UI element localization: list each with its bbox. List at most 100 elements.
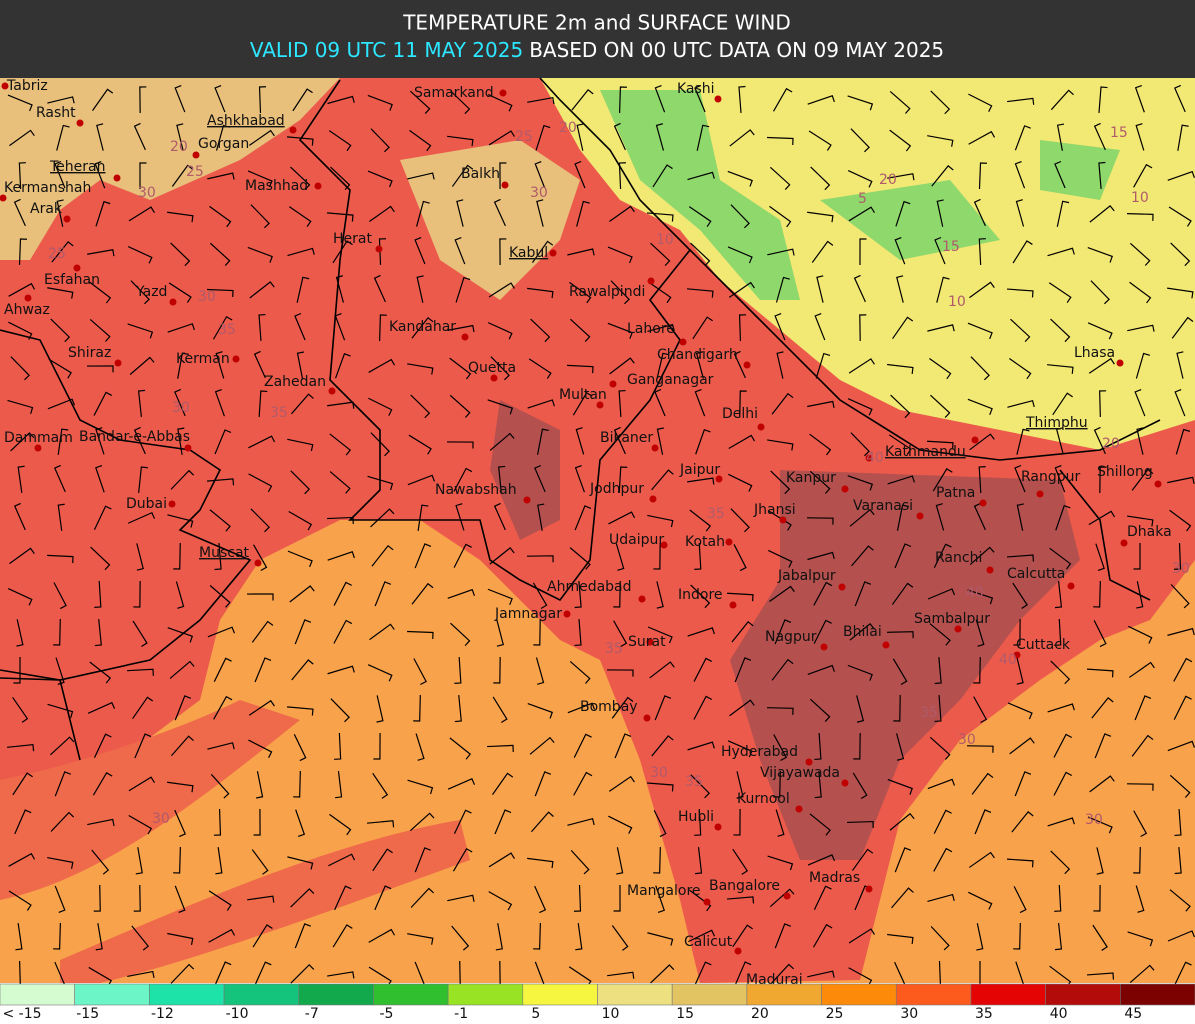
wind-barb [288, 510, 313, 531]
city-marker [638, 595, 646, 603]
wind-barb [374, 885, 392, 911]
contour-label: 35 [920, 705, 938, 721]
wind-barb [295, 809, 306, 837]
wind-barb [139, 162, 147, 190]
wind-barb [809, 470, 831, 494]
wind-barb [1135, 885, 1145, 913]
wind-barb [570, 318, 591, 342]
wind-barb [574, 160, 586, 189]
wind-barb [296, 276, 310, 303]
wind-barb [574, 464, 586, 493]
wind-barb [1127, 515, 1154, 527]
city-label: Patna [936, 485, 975, 501]
wind-barb [1174, 808, 1182, 837]
wind-barb [330, 166, 351, 191]
wind-barb [335, 771, 343, 799]
wind-barb [729, 129, 755, 147]
city-marker [646, 638, 654, 646]
city-label: Surat [628, 634, 666, 650]
wind-barb [454, 695, 462, 723]
wind-barb [170, 469, 195, 490]
wind-barb [567, 817, 595, 826]
wind-barb [1093, 620, 1107, 648]
wind-barb [1093, 884, 1101, 912]
wind-barb [133, 580, 141, 608]
legend-label: 45 [1124, 1006, 1142, 1022]
wind-barb [809, 813, 831, 836]
city-marker [715, 475, 723, 483]
wind-barb [449, 737, 472, 760]
city-marker [647, 277, 655, 285]
wind-barb [207, 742, 235, 750]
city-marker [501, 181, 509, 189]
wind-barb [892, 658, 908, 686]
wind-barb [47, 703, 74, 719]
city-marker [916, 512, 924, 520]
wind-barb [327, 401, 355, 409]
wind-barb [250, 204, 270, 229]
wind-barb [208, 890, 232, 911]
city-label: Gorgan [198, 136, 249, 152]
wind-barb [296, 351, 305, 379]
wind-barb [533, 922, 541, 950]
wind-barb [128, 776, 155, 792]
city-marker [660, 541, 668, 549]
city-marker [757, 423, 765, 431]
wind-barb [770, 963, 795, 984]
wind-barb [891, 582, 914, 605]
contour-label: 25 [186, 164, 204, 180]
wind-barb [774, 923, 792, 949]
wind-barb [973, 656, 981, 684]
wind-barb [849, 622, 875, 641]
wind-barb [490, 356, 510, 381]
city-label: Samarkand [414, 85, 494, 101]
wind-barb [887, 778, 913, 795]
wind-barb [813, 885, 832, 910]
city-label: Ranchi [935, 550, 982, 566]
city-label: Mangalore [627, 883, 701, 899]
contour-label: 20 [879, 172, 897, 188]
city-label: Kandahar [389, 319, 456, 335]
wind-barb [414, 543, 432, 569]
wind-barb [1133, 163, 1153, 188]
wind-barb [250, 508, 271, 533]
wind-barb [208, 928, 236, 943]
wind-barb [611, 696, 634, 719]
wind-barb [1015, 199, 1025, 227]
wind-barb [86, 365, 114, 373]
wind-barb [87, 249, 115, 257]
city-marker [24, 294, 32, 302]
city-marker [314, 182, 322, 190]
wind-barb [450, 622, 471, 647]
wind-barb [727, 740, 753, 758]
wind-barb [498, 465, 506, 493]
wind-barb [9, 547, 35, 565]
wind-barb [607, 246, 633, 264]
wind-barb [95, 923, 103, 951]
wind-barb [895, 733, 905, 761]
wind-barb [732, 924, 753, 948]
wind-barb [774, 312, 786, 341]
wind-barb [1016, 657, 1024, 685]
city-label: Shiraz [68, 345, 111, 361]
wind-barb [167, 514, 194, 528]
header-bar [0, 0, 1195, 78]
city-marker [499, 89, 507, 97]
wind-barb [367, 94, 393, 111]
wind-barb [647, 626, 673, 644]
wind-barb [931, 165, 954, 187]
wind-barb [654, 84, 666, 113]
wind-barb [694, 847, 703, 875]
wind-barb [1013, 886, 1027, 914]
wind-barb [54, 771, 71, 797]
wind-barb [573, 733, 592, 758]
wind-barb [94, 619, 102, 647]
city-marker [979, 499, 987, 507]
wind-barb [209, 205, 232, 228]
city-label: Balkh [461, 166, 500, 182]
wind-barb [407, 933, 434, 945]
wind-barb [809, 433, 832, 456]
wind-barb [493, 502, 506, 531]
wind-barb [1169, 509, 1192, 532]
